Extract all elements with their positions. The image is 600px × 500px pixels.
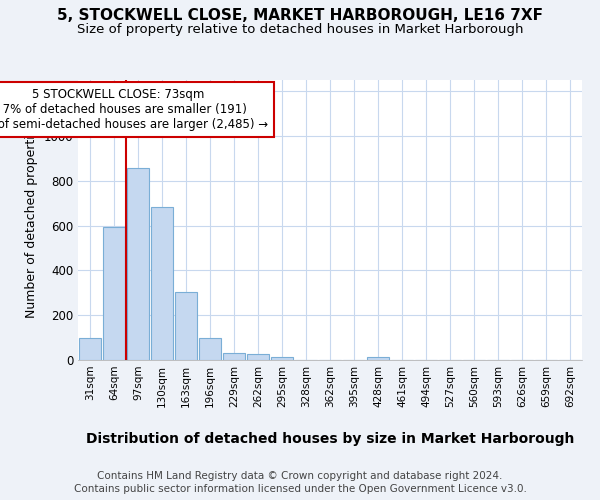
Bar — [247, 354, 269, 360]
Bar — [151, 206, 173, 360]
Bar — [127, 168, 149, 360]
Text: Size of property relative to detached houses in Market Harborough: Size of property relative to detached ho… — [77, 22, 523, 36]
Bar — [223, 352, 245, 360]
Bar — [271, 356, 293, 360]
Text: Contains HM Land Registry data © Crown copyright and database right 2024.: Contains HM Land Registry data © Crown c… — [97, 471, 503, 481]
Bar — [79, 338, 101, 360]
Text: 5, STOCKWELL CLOSE, MARKET HARBOROUGH, LE16 7XF: 5, STOCKWELL CLOSE, MARKET HARBOROUGH, L… — [57, 8, 543, 22]
Bar — [175, 292, 197, 360]
Text: Contains public sector information licensed under the Open Government Licence v3: Contains public sector information licen… — [74, 484, 526, 494]
Y-axis label: Number of detached properties: Number of detached properties — [25, 122, 38, 318]
Text: Distribution of detached houses by size in Market Harborough: Distribution of detached houses by size … — [86, 432, 574, 446]
Bar — [199, 338, 221, 360]
Bar — [367, 358, 389, 360]
Text: 5 STOCKWELL CLOSE: 73sqm
← 7% of detached houses are smaller (191)
93% of semi-d: 5 STOCKWELL CLOSE: 73sqm ← 7% of detache… — [0, 88, 268, 132]
Bar — [103, 226, 125, 360]
